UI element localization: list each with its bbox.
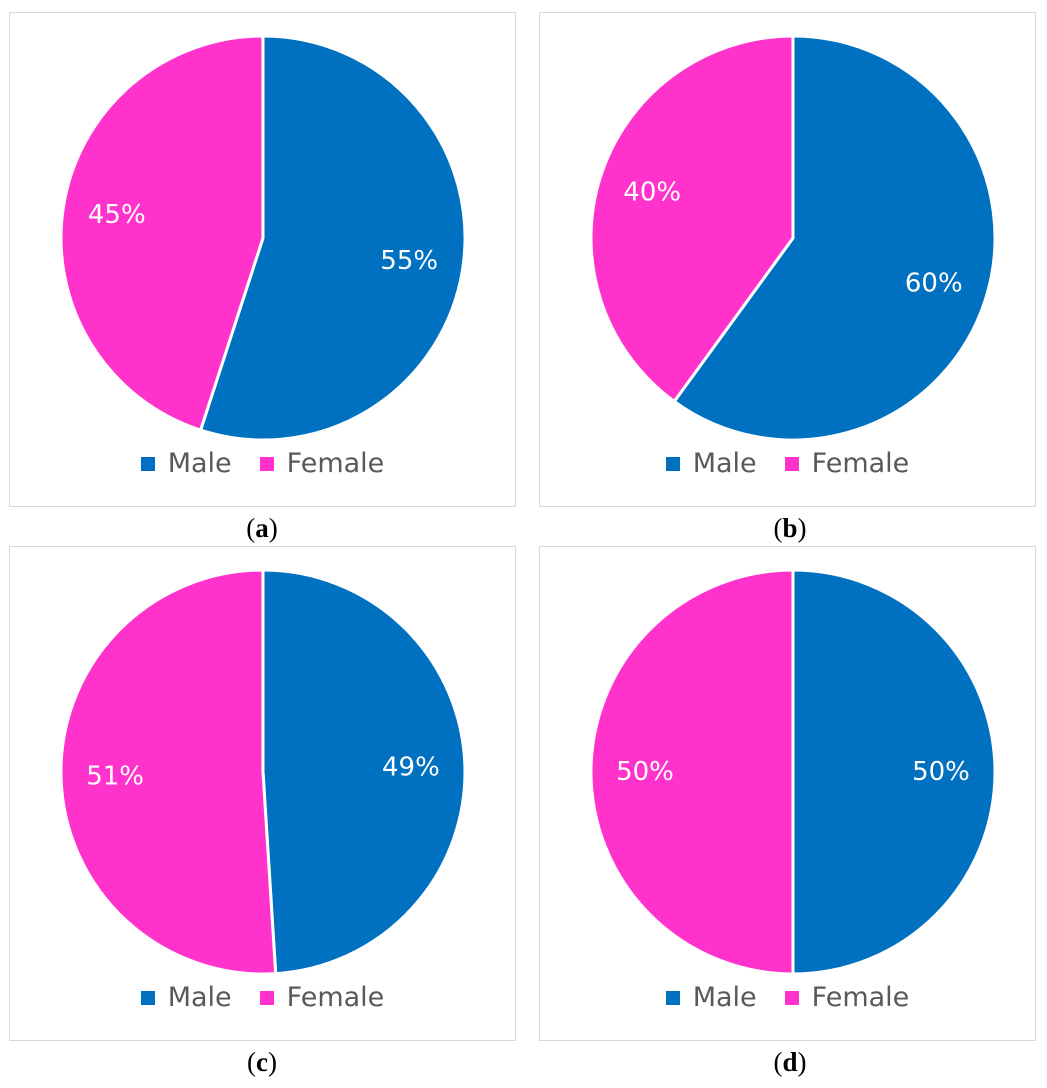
legend-b: Male Female — [540, 448, 1035, 479]
legend-swatch-female — [784, 456, 799, 471]
legend-swatch-male — [665, 990, 680, 1005]
slice-female-a — [59, 34, 265, 432]
legend-item-male: Male — [140, 448, 232, 479]
legend-item-male: Male — [665, 982, 757, 1013]
legend-swatch-male — [140, 990, 155, 1005]
legend-swatch-female — [259, 990, 274, 1005]
slice-female-b — [589, 34, 795, 403]
legend-swatch-female — [784, 990, 799, 1005]
slice-male-c — [261, 568, 467, 976]
chart-panel-b: 60% 40% Male Female — [539, 12, 1036, 507]
slice-label-male-d: 50% — [912, 757, 970, 787]
legend-swatch-female — [259, 456, 274, 471]
caption-a: (a) — [246, 513, 278, 543]
slice-male-a — [199, 34, 467, 442]
legend-item-male: Male — [140, 982, 232, 1013]
caption-b: (b) — [773, 513, 807, 543]
legend-label-female: Female — [286, 448, 385, 479]
slice-male-b — [672, 34, 997, 442]
legend-label-male: Male — [167, 982, 232, 1013]
legend-item-female: Female — [784, 982, 910, 1013]
legend-label-female: Female — [286, 982, 385, 1013]
legend-item-female: Female — [784, 448, 910, 479]
legend-item-female: Female — [259, 448, 385, 479]
legend-label-female: Female — [811, 982, 910, 1013]
slice-male-d — [791, 568, 997, 976]
slice-label-female-a: 45% — [88, 200, 146, 230]
legend-label-male: Male — [692, 982, 757, 1013]
chart-panel-d: 50% 50% Male Female — [539, 546, 1036, 1041]
caption-d: (d) — [773, 1047, 807, 1077]
pie-chart-b: 60% 40% — [589, 34, 997, 442]
slice-label-male-c: 49% — [382, 752, 440, 782]
slice-female-c — [59, 568, 278, 976]
slice-female-d — [589, 568, 795, 976]
chart-panel-a: 55% 45% Male Female — [9, 12, 516, 507]
legend-label-male: Male — [167, 448, 232, 479]
pie-chart-d: 50% 50% — [589, 568, 997, 976]
legend-item-male: Male — [665, 448, 757, 479]
legend-c: Male Female — [10, 982, 515, 1013]
pie-chart-c: 49% 51% — [59, 568, 467, 976]
pie-chart-a: 55% 45% — [59, 34, 467, 442]
legend-d: Male Female — [540, 982, 1035, 1013]
legend-item-female: Female — [259, 982, 385, 1013]
slice-label-female-c: 51% — [86, 762, 144, 792]
legend-label-female: Female — [811, 448, 910, 479]
slice-label-female-b: 40% — [623, 177, 681, 207]
legend-swatch-male — [665, 456, 680, 471]
legend-a: Male Female — [10, 448, 515, 479]
slice-label-male-a: 55% — [380, 246, 438, 276]
legend-label-male: Male — [692, 448, 757, 479]
legend-swatch-male — [140, 456, 155, 471]
caption-c: (c) — [247, 1047, 277, 1077]
slice-label-male-b: 60% — [905, 269, 963, 299]
slice-label-female-d: 50% — [616, 757, 674, 787]
chart-panel-c: 49% 51% Male Female — [9, 546, 516, 1041]
